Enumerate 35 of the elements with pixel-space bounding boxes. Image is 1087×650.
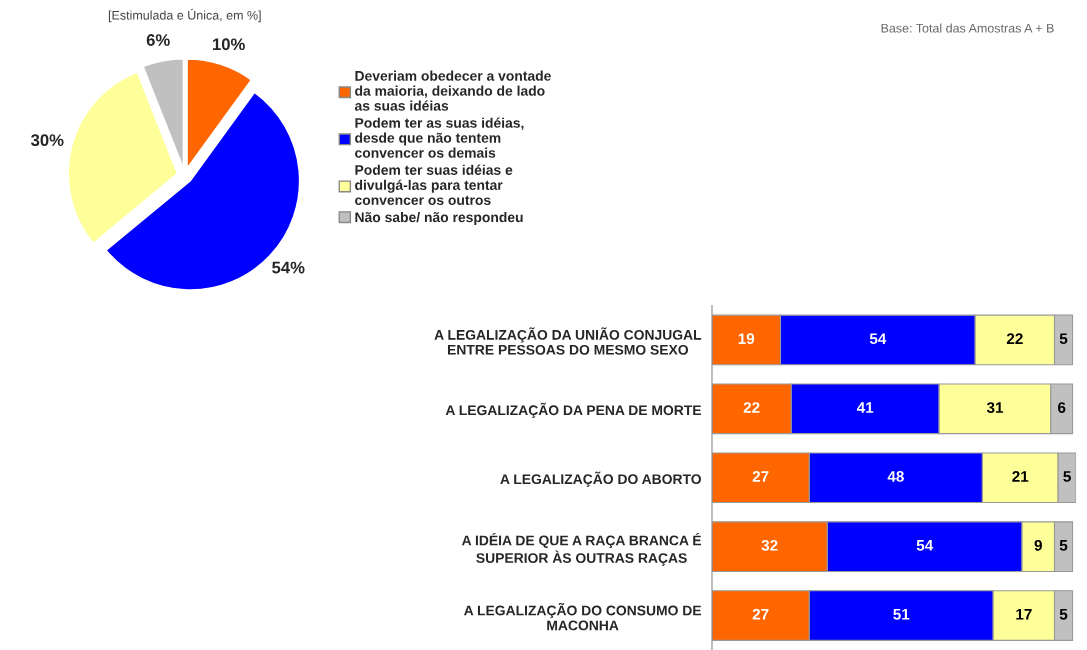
data-label: 5 bbox=[1063, 471, 1071, 482]
data-label: 6% bbox=[146, 34, 170, 46]
legend-label: Podem ter suas idéias e divulgá-las para tentar convencer os outros bbox=[355, 164, 513, 206]
data-label: 6 bbox=[1058, 402, 1066, 413]
chart-title: [Estimulada e Única, em %] bbox=[108, 8, 261, 23]
data-label: 5 bbox=[1059, 540, 1068, 551]
data-label: 54 bbox=[916, 540, 934, 551]
data-label: 22 bbox=[1006, 333, 1023, 344]
y-tick-label: A IDÉIA DE QUE A RAÇA BRANCA É SUPERIOR ÀS OUTRAS RAÇAS bbox=[461, 532, 702, 566]
legend-label: Deveriam obedecer a vontade da maioria, deixando de lado as suas idéias bbox=[354, 70, 551, 111]
y-tick-label: A LEGALIZAÇÃO DA PENA DE MORTE bbox=[445, 402, 702, 418]
y-tick-label: A LEGALIZAÇÃO DA UNIÃO CONJUGAL ENTRE PESSOAS DO MESMO SEXO bbox=[434, 327, 702, 355]
data-label: 27 bbox=[752, 471, 769, 482]
legend-label: Podem ter as suas idéias, desde que não tentem convencer os demais bbox=[355, 117, 524, 158]
data-label: 41 bbox=[856, 402, 874, 413]
data-label: 22 bbox=[743, 402, 760, 413]
y-tick-label: A LEGALIZAÇÃO DO CONSUMO DE MACONHA bbox=[464, 602, 702, 631]
legend-label: Não sabe/ não respondeu bbox=[355, 211, 523, 225]
data-label: 30% bbox=[30, 134, 64, 147]
data-label: 19 bbox=[738, 333, 755, 345]
text: Base: Total das Amostras A + B bbox=[881, 23, 1054, 33]
data-label: 54% bbox=[272, 261, 305, 274]
data-label: 54 bbox=[869, 333, 887, 345]
y-tick-label: A LEGALIZAÇÃO DO ABORTO bbox=[500, 471, 701, 487]
data-label: 9 bbox=[1034, 539, 1042, 551]
data-label: 31 bbox=[986, 402, 1004, 413]
data-label: 48 bbox=[887, 471, 904, 482]
data-label: 27 bbox=[752, 608, 769, 620]
data-label: 5 bbox=[1059, 608, 1068, 620]
data-label: 32 bbox=[761, 539, 778, 551]
data-label: 21 bbox=[1012, 471, 1029, 482]
data-label: 51 bbox=[893, 608, 910, 620]
data-label: 17 bbox=[1016, 608, 1032, 620]
data-label: 5 bbox=[1059, 333, 1068, 345]
data-label: 10% bbox=[213, 38, 245, 51]
